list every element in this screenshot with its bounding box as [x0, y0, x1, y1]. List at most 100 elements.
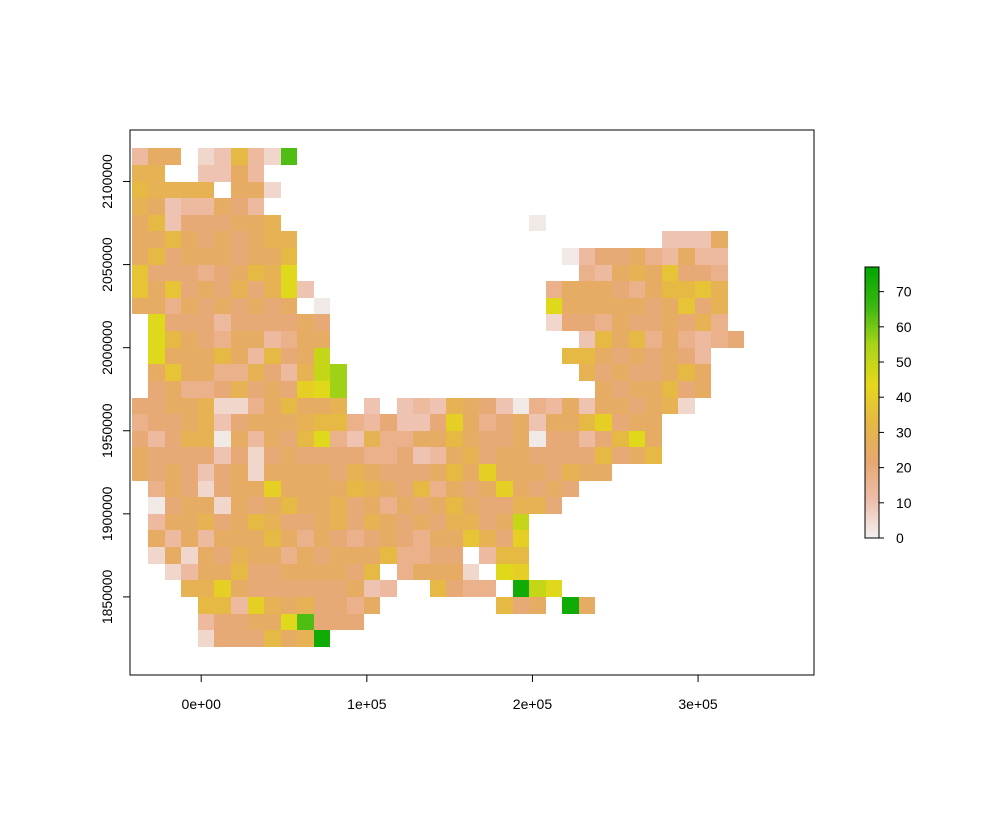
- x-axis: 0e+00 1e+05 2e+05 3e+05: [182, 675, 718, 712]
- raster-cell: [314, 364, 330, 381]
- raster-cell: [397, 398, 413, 414]
- raster-cell: [612, 447, 629, 464]
- raster-cell: [595, 265, 612, 281]
- raster-cell: [198, 265, 214, 281]
- raster-cell: [281, 298, 297, 314]
- raster-cell: [248, 381, 264, 398]
- raster-cell: [281, 381, 297, 398]
- raster-cell: [397, 481, 413, 497]
- raster-cell: [430, 580, 446, 597]
- raster-cell: [629, 248, 645, 265]
- raster-cell: [446, 530, 463, 547]
- raster-cell: [248, 331, 264, 348]
- raster-cell: [595, 281, 612, 298]
- raster-cell: [198, 547, 214, 564]
- raster-cell: [165, 547, 181, 564]
- raster-cell: [198, 215, 214, 231]
- raster-cell: [629, 348, 645, 364]
- raster-cell: [264, 580, 281, 597]
- raster-cell: [248, 580, 264, 597]
- raster-cell: [214, 265, 231, 281]
- x-tick-label: 0e+00: [182, 696, 222, 712]
- raster-cell: [364, 447, 380, 464]
- raster-cell: [446, 580, 463, 597]
- raster-cell: [297, 614, 314, 630]
- raster-cell: [629, 398, 645, 414]
- legend-color-step: [865, 387, 879, 391]
- raster-cell: [364, 398, 380, 414]
- raster-cell: [297, 364, 314, 381]
- raster-cell: [330, 464, 347, 481]
- raster-cell: [231, 364, 248, 381]
- color-legend: 0 10 20 30 40 50 60 70: [864, 266, 912, 546]
- raster-cell: [579, 348, 595, 364]
- raster-cell: [264, 414, 281, 431]
- raster-cell: [198, 398, 214, 414]
- raster-cell: [181, 364, 198, 381]
- raster-cell: [413, 530, 430, 547]
- raster-cell: [430, 398, 446, 414]
- raster-cell: [281, 431, 297, 447]
- raster-cell: [281, 148, 297, 165]
- raster-cell: [612, 414, 629, 431]
- raster-cell: [281, 265, 297, 281]
- raster-cell: [214, 614, 231, 630]
- raster-cell: [281, 564, 297, 580]
- raster-cell: [397, 497, 413, 514]
- raster-cell: [198, 414, 214, 431]
- raster-cell: [231, 231, 248, 248]
- raster-cell: [612, 248, 629, 265]
- raster-cell: [248, 630, 264, 647]
- raster-cell: [380, 514, 397, 530]
- raster-cell: [330, 597, 347, 614]
- raster-cell: [214, 564, 231, 580]
- legend-color-step: [865, 324, 879, 328]
- legend-color-step: [865, 420, 879, 424]
- raster-cell: [479, 580, 496, 597]
- legend-color-step: [865, 348, 879, 352]
- raster-cell: [248, 398, 264, 414]
- raster-cell: [513, 530, 529, 547]
- raster-cell: [629, 331, 645, 348]
- raster-cell: [148, 364, 165, 381]
- raster-cell: [181, 464, 198, 481]
- raster-cell: [380, 547, 397, 564]
- raster-cell: [330, 614, 347, 630]
- raster-cell: [529, 481, 546, 497]
- raster-cell: [579, 281, 595, 298]
- raster-cell: [314, 630, 330, 647]
- raster-cell: [198, 348, 214, 364]
- raster-cell: [165, 298, 181, 314]
- raster-cell: [330, 547, 347, 564]
- raster-cell: [132, 414, 148, 431]
- raster-cell: [165, 331, 181, 348]
- raster-cell: [198, 198, 214, 215]
- raster-cell: [165, 497, 181, 514]
- raster-cell: [248, 314, 264, 331]
- raster-cell: [248, 231, 264, 248]
- raster-cell: [198, 314, 214, 331]
- raster-cell: [463, 414, 479, 431]
- raster-cell: [347, 497, 364, 514]
- raster-cell: [281, 580, 297, 597]
- raster-cell: [695, 348, 711, 364]
- raster-cell: [612, 398, 629, 414]
- raster-cell: [364, 464, 380, 481]
- raster-cell: [165, 514, 181, 530]
- raster-cell: [562, 447, 579, 464]
- raster-cell: [463, 398, 479, 414]
- raster-cell: [248, 298, 264, 314]
- raster-cell: [132, 447, 148, 464]
- raster-cell: [645, 298, 662, 314]
- raster-cell: [314, 298, 330, 314]
- raster-cell: [678, 398, 695, 414]
- x-tick-label: 3e+05: [678, 696, 718, 712]
- legend-color-step: [865, 267, 879, 271]
- y-tick-label: 1850000: [99, 569, 115, 624]
- raster-cell: [264, 364, 281, 381]
- raster-cell: [629, 431, 645, 447]
- raster-cell: [463, 580, 479, 597]
- raster-cell: [264, 630, 281, 647]
- raster-cell: [231, 564, 248, 580]
- raster-cell: [297, 331, 314, 348]
